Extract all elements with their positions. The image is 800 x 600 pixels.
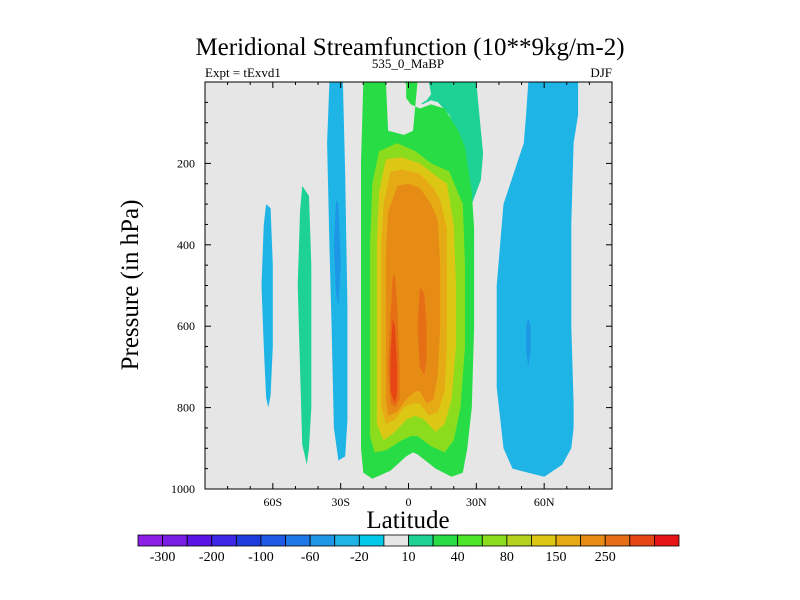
y-tick-label: 800 — [177, 401, 195, 415]
right-label: DJF — [590, 65, 612, 80]
y-tick-label: 200 — [177, 156, 195, 170]
colorbar-swatch — [334, 534, 360, 547]
colorbar-swatch — [408, 534, 434, 547]
colorbar-label: 150 — [546, 550, 567, 565]
colorbar-label: -200 — [199, 550, 225, 565]
contour-northern-cell — [496, 82, 579, 477]
contour-antarctic-cell — [261, 204, 273, 408]
colorbar-swatch — [457, 534, 483, 547]
contour-core-right — [417, 287, 427, 375]
colorbar-label: -300 — [150, 550, 176, 565]
x-tick-label: 60S — [263, 495, 282, 509]
colorbar: -300 -200 -100 -60 -20 10 40 80 150 250 — [137, 534, 680, 565]
colorbar-label: 10 — [402, 550, 416, 565]
colorbar-swatch — [285, 534, 311, 547]
colorbar-swatch — [162, 534, 188, 547]
colorbar-swatch — [235, 534, 262, 547]
colorbar-label: 40 — [451, 550, 465, 565]
colorbar-label: 250 — [595, 550, 616, 565]
contour-northern-cell-core — [526, 318, 531, 367]
y-tick-label: 600 — [177, 319, 195, 333]
colorbar-label: -100 — [248, 550, 274, 565]
colorbar-swatch — [654, 534, 680, 547]
chart-title: Meridional Streamfunction (10**9kg/m-2) — [195, 34, 624, 61]
y-tick-label: 1000 — [171, 482, 195, 496]
colorbar-label: -60 — [301, 550, 320, 565]
x-axis-label: Latitude — [366, 507, 449, 534]
colorbar-swatch — [358, 534, 385, 547]
colorbar-swatch — [580, 534, 606, 547]
contour-fills — [261, 82, 579, 479]
left-label: Expt = tExvd1 — [205, 65, 281, 80]
contour-north-hadley-band — [404, 82, 484, 205]
colorbar-swatch — [432, 534, 459, 547]
colorbar-swatch — [137, 534, 163, 547]
colorbar-swatch — [211, 534, 237, 547]
colorbar-label: -20 — [350, 550, 369, 565]
colorbar-swatch — [481, 534, 508, 547]
x-tick-label: 60N — [534, 495, 555, 509]
contour-core-left-max — [390, 318, 398, 404]
contour-south-hadley-core — [333, 200, 341, 306]
y-tick-label: 400 — [177, 238, 195, 252]
x-tick-label: 30N — [466, 495, 487, 509]
colorbar-swatch — [555, 534, 582, 547]
y-axis-label: Pressure (in hPa) — [117, 200, 144, 371]
contour-ferrel-cell-south — [297, 185, 312, 465]
colorbar-label: 80 — [500, 550, 514, 565]
colorbar-swatch — [309, 534, 336, 547]
colorbar-swatch — [629, 534, 655, 547]
x-tick-label: 30S — [331, 495, 350, 509]
colorbar-swatch — [260, 534, 286, 547]
center-label: 535_0_MaBP — [372, 56, 444, 71]
colorbar-swatch — [604, 534, 631, 547]
axis-ticks: 60S 30S 0 30N 60N 200 400 600 800 1000 — [171, 82, 613, 509]
contour-hadley-level-250 — [385, 183, 441, 416]
x-tick-label: 0 — [406, 495, 412, 509]
plot-area: 60S 30S 0 30N 60N 200 400 600 800 1000 — [171, 81, 613, 509]
colorbar-swatch — [531, 534, 557, 547]
colorbar-swatch — [186, 534, 213, 547]
contour-north-hadley-inner — [415, 82, 432, 105]
colorbar-swatch — [506, 534, 532, 547]
colorbar-swatch — [383, 534, 409, 547]
